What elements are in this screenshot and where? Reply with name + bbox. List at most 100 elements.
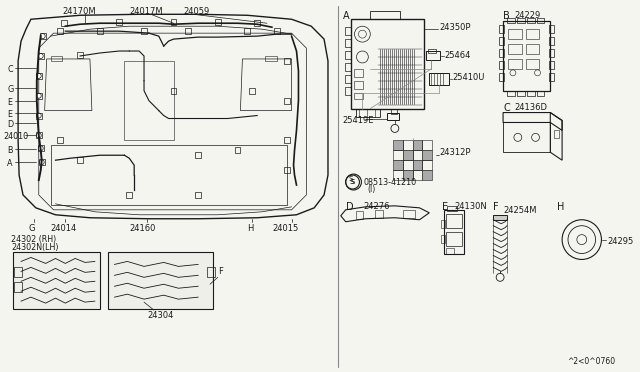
Bar [446,247,454,254]
Bar [422,170,432,180]
Bar [527,18,534,23]
Text: F: F [493,202,499,212]
Bar [351,19,424,109]
Circle shape [36,133,41,138]
Bar [58,28,63,34]
Text: E: E [7,98,12,107]
Bar [393,160,403,170]
Bar [393,140,403,150]
Circle shape [38,146,43,151]
Bar [508,59,522,69]
Bar [345,51,351,59]
Bar [444,210,464,254]
Bar [525,29,540,39]
Text: 24295: 24295 [607,237,634,246]
Bar [441,235,445,243]
Bar [375,210,383,218]
Bar [499,73,504,81]
Bar [14,267,22,277]
Text: 24302N(LH): 24302N(LH) [12,243,59,251]
Bar [345,27,351,35]
Text: S: S [349,179,354,185]
Text: 24312P: 24312P [439,148,470,157]
Circle shape [36,93,41,98]
Circle shape [38,54,43,58]
Bar [403,140,413,150]
Bar [38,145,44,151]
Bar [250,88,255,94]
Bar [356,109,380,116]
Bar [447,206,457,211]
Bar [215,19,221,25]
Text: C: C [503,103,510,113]
Bar [499,25,504,33]
Bar [36,113,42,119]
Bar [353,81,364,89]
Bar [517,91,525,96]
Bar [97,28,102,34]
Bar [195,152,201,158]
Bar [426,51,440,60]
Text: 25410U: 25410U [452,73,484,82]
Bar [345,39,351,47]
Text: 24229: 24229 [515,11,541,20]
Bar [508,44,522,54]
Text: 24130N: 24130N [454,202,486,211]
Bar [36,93,42,99]
Text: 25419E: 25419E [343,116,374,125]
Bar [61,20,67,26]
Bar [116,19,122,25]
Bar [244,28,250,34]
Text: D: D [7,121,13,129]
Bar [428,49,436,53]
Text: 24160: 24160 [129,224,156,233]
Bar [393,150,403,160]
Bar [393,170,403,180]
Bar [549,25,554,33]
Text: 24014: 24014 [51,224,77,233]
Polygon shape [108,251,213,309]
Bar [353,93,364,99]
Text: 25464: 25464 [444,51,470,60]
Bar [422,140,432,150]
Bar [195,192,201,198]
Text: 24304: 24304 [147,311,173,320]
Bar [234,147,241,153]
Bar [403,210,415,218]
Text: C: C [7,65,13,74]
Text: S: S [351,179,355,185]
Text: A: A [343,11,349,21]
Bar [446,232,462,246]
Text: 24136D: 24136D [515,103,548,112]
Bar [274,28,280,34]
Text: B: B [7,146,13,155]
Bar [345,75,351,83]
Bar [413,150,422,160]
Bar [39,159,45,165]
Text: 24350P: 24350P [439,23,470,32]
Bar [413,170,422,180]
Text: B: B [503,11,510,21]
Bar [391,109,397,113]
Bar [38,53,44,59]
Bar [507,91,515,96]
Text: E: E [7,110,12,119]
Bar [40,33,45,39]
Bar [171,88,177,94]
Bar [507,18,515,23]
Bar [403,150,413,160]
Bar [284,137,290,143]
Text: D: D [346,202,353,212]
Bar [36,132,42,138]
Bar [413,160,422,170]
Text: 24170M: 24170M [62,7,96,16]
Bar [186,28,191,34]
Bar [171,19,177,25]
Bar [422,160,432,170]
Bar [422,150,432,160]
Bar [527,91,534,96]
Text: 24017M: 24017M [129,7,163,16]
Text: E: E [442,202,448,212]
Bar [503,21,550,91]
Bar [499,61,504,69]
